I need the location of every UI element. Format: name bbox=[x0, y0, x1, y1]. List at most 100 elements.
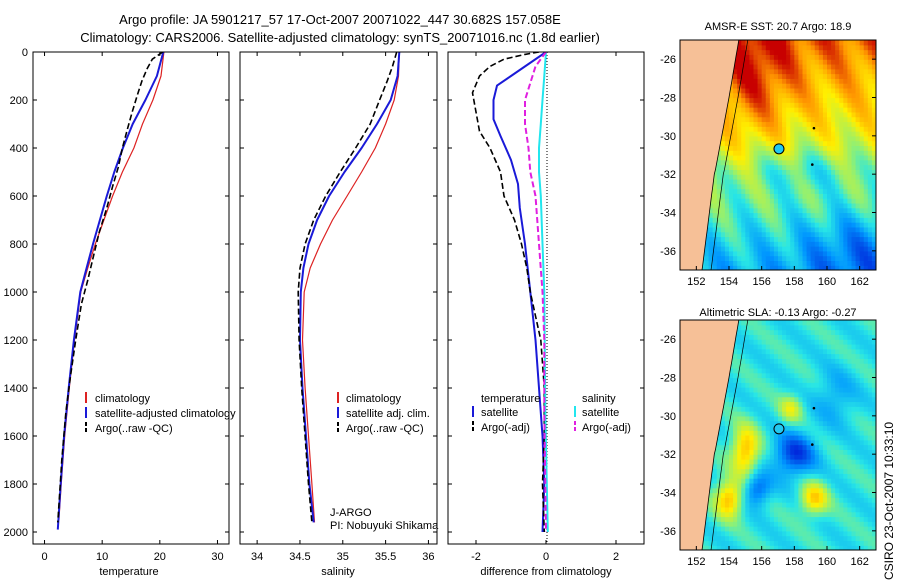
map-cell bbox=[786, 121, 791, 127]
map-cell bbox=[765, 246, 771, 252]
map-cell bbox=[835, 178, 840, 185]
map-cell bbox=[818, 131, 824, 137]
map-cell bbox=[839, 59, 844, 65]
map-cell bbox=[839, 411, 844, 417]
map-cell bbox=[863, 502, 869, 508]
map-cell bbox=[859, 343, 865, 350]
map-cell bbox=[765, 260, 771, 266]
map-cell bbox=[782, 183, 787, 190]
map-cell bbox=[871, 121, 876, 127]
map-cell bbox=[761, 420, 767, 427]
map-cell bbox=[871, 135, 876, 142]
map-cell bbox=[818, 439, 824, 446]
map-cell bbox=[790, 164, 795, 170]
lat-tick-label: -30 bbox=[660, 131, 676, 143]
map-cell bbox=[765, 363, 771, 369]
map-cell bbox=[729, 231, 734, 238]
map-cell bbox=[794, 377, 800, 383]
map-cell bbox=[712, 174, 718, 180]
map-cell bbox=[720, 140, 726, 147]
map-cell bbox=[790, 92, 795, 99]
map-cell bbox=[753, 63, 759, 70]
map-cell bbox=[835, 111, 840, 118]
map-cell bbox=[814, 511, 820, 518]
map-cell bbox=[802, 49, 808, 55]
y-tick-label: 1600 bbox=[4, 431, 28, 443]
map-cell bbox=[733, 212, 738, 218]
y-tick-label: 1200 bbox=[4, 335, 28, 347]
map-cell bbox=[802, 260, 808, 266]
map-cell bbox=[765, 63, 771, 70]
map-cell bbox=[827, 217, 832, 223]
map-cell bbox=[773, 530, 779, 537]
map-cell bbox=[733, 183, 738, 190]
map-cell bbox=[802, 202, 808, 209]
map-cell bbox=[790, 63, 795, 70]
map-cell bbox=[802, 502, 808, 508]
map-cell bbox=[831, 396, 836, 403]
map-cell bbox=[798, 439, 804, 446]
map-cell bbox=[773, 449, 779, 455]
map-cell bbox=[863, 231, 869, 238]
map-cell bbox=[769, 382, 775, 388]
map-cell bbox=[867, 487, 873, 494]
map-cell bbox=[790, 358, 795, 364]
map-cell bbox=[761, 497, 767, 503]
map-cell bbox=[737, 473, 742, 479]
map-cell bbox=[859, 526, 865, 532]
map-cell bbox=[831, 260, 836, 266]
map-cell bbox=[749, 107, 755, 113]
map-cell bbox=[733, 255, 738, 262]
map-cell bbox=[737, 439, 742, 446]
map-cell bbox=[822, 59, 828, 65]
map-cell bbox=[863, 372, 869, 379]
map-cell bbox=[798, 198, 804, 204]
map-cell bbox=[741, 222, 746, 228]
map-cell bbox=[749, 183, 755, 190]
map-cell bbox=[818, 415, 824, 422]
map-cell bbox=[765, 411, 771, 417]
map-cell bbox=[827, 406, 832, 412]
map-cell bbox=[818, 121, 824, 127]
map-cell bbox=[847, 40, 853, 46]
map-cell bbox=[794, 54, 800, 60]
map-cell bbox=[814, 174, 820, 180]
map-cell bbox=[859, 111, 865, 118]
map-cell bbox=[798, 207, 804, 214]
map-cell bbox=[729, 435, 734, 441]
map-cell bbox=[855, 320, 861, 326]
map-cell bbox=[712, 535, 718, 542]
map-cell bbox=[794, 497, 800, 503]
map-cell bbox=[786, 155, 791, 161]
map-cell bbox=[733, 155, 738, 161]
map-cell bbox=[822, 516, 828, 522]
map-cell bbox=[729, 478, 734, 484]
map-cell bbox=[851, 540, 857, 546]
map-cell bbox=[827, 212, 832, 218]
x-tick-label: 34.5 bbox=[289, 551, 310, 563]
map-cell bbox=[794, 482, 800, 489]
map-cell bbox=[741, 348, 746, 355]
map-cell bbox=[851, 49, 857, 55]
island-dot bbox=[812, 406, 816, 410]
map-cell bbox=[769, 150, 775, 156]
map-cell bbox=[761, 116, 767, 123]
map-cell bbox=[867, 97, 873, 103]
map-cell bbox=[822, 131, 828, 137]
map-cell bbox=[778, 97, 783, 103]
map-cell bbox=[798, 521, 804, 527]
map-cell bbox=[753, 226, 759, 233]
map-cell bbox=[867, 193, 873, 199]
map-cell bbox=[790, 236, 795, 242]
figure-title-line2: Climatology: CARS2006. Satellite-adjuste… bbox=[80, 30, 600, 45]
map-cell bbox=[708, 506, 714, 513]
map-cell bbox=[843, 131, 849, 137]
map-cell bbox=[790, 396, 795, 403]
map-cell bbox=[761, 226, 767, 233]
map-cell bbox=[867, 526, 873, 532]
map-cell bbox=[835, 521, 840, 527]
map-cell bbox=[859, 63, 865, 70]
map-cell bbox=[778, 207, 783, 214]
map-cell bbox=[720, 420, 726, 427]
map-cell bbox=[851, 367, 857, 374]
